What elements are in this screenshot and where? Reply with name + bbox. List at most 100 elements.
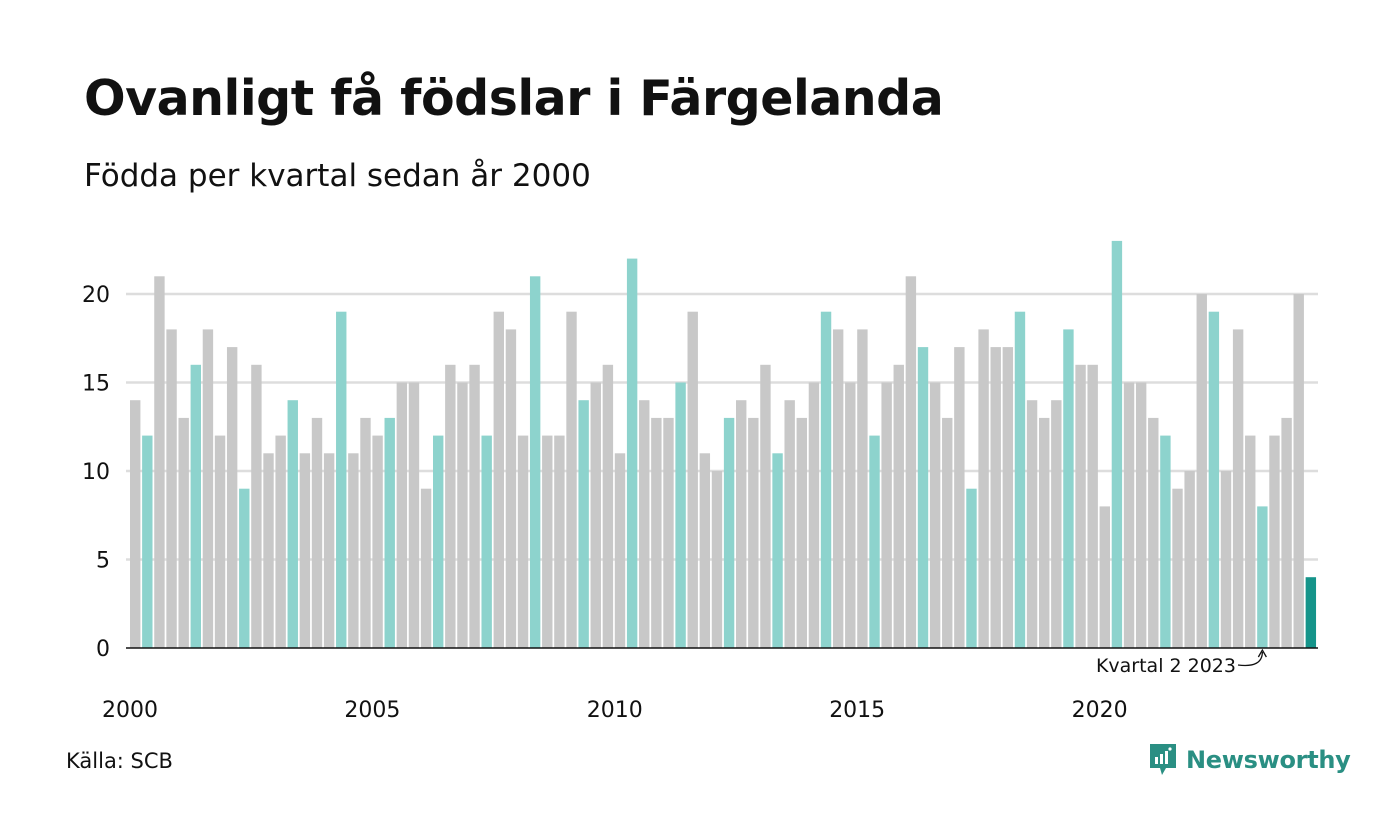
bar [784,400,795,648]
bar [336,311,347,648]
source-label: Källa: SCB [66,749,173,773]
bar [796,417,807,648]
bar [626,258,638,648]
bar [1099,506,1110,648]
bar [1051,400,1062,648]
bar [457,382,468,648]
bar [130,400,141,648]
bar [1160,435,1171,648]
bar [542,435,553,648]
bar [396,382,408,648]
bar [723,417,735,648]
bar [942,417,953,648]
bar [699,453,711,648]
bar [1135,382,1147,648]
bar [1075,364,1086,648]
bar [1281,417,1292,648]
bar [614,453,626,648]
bar [578,400,589,648]
annotation-arrowhead [1257,648,1267,658]
bar [348,453,359,648]
bar [251,364,262,648]
bar [202,329,214,648]
bar [1208,311,1220,648]
bar [1245,435,1256,648]
bar [1220,471,1232,648]
bar [1039,417,1050,648]
bar [820,311,832,648]
newsworthy-logo-text: Newsworthy [1186,746,1351,774]
bar [384,417,395,648]
bar [1123,382,1135,648]
bar [166,329,177,648]
bar [1026,400,1038,648]
chart-title: Ovanligt få födslar i Färgelanda [84,70,944,127]
bar [214,435,226,648]
y-tick-label: 20 [82,283,110,308]
bar [845,382,856,648]
newsworthy-logo-icon [1150,744,1176,775]
bar [736,400,747,648]
bar [990,347,1001,648]
bar [966,488,977,648]
bar [263,453,274,648]
bar [808,382,820,648]
bar [287,400,298,648]
bar [832,329,844,648]
newsworthy-logo: Newsworthy [1148,742,1351,778]
bar [954,347,965,648]
bar [469,364,480,648]
bar [1196,294,1207,648]
bar [433,435,444,648]
bar [408,382,420,648]
bar [493,311,504,648]
bar [1063,329,1074,648]
y-tick-label: 15 [82,372,110,397]
bar [711,471,723,648]
bar [893,364,904,648]
bar [1087,364,1098,648]
bar [481,435,492,648]
bar [675,382,686,648]
bar [142,435,153,648]
y-tick-label: 10 [82,460,110,485]
bar [905,276,917,648]
bar [869,435,880,648]
bar [360,417,371,648]
bar [687,311,698,648]
bar [420,488,432,648]
bar [1014,311,1026,648]
x-tick-label: 2005 [344,698,400,723]
chart-subtitle: Födda per kvartal sedan år 2000 [84,158,591,194]
bar [1293,294,1304,648]
bar [602,364,614,648]
bar [505,329,517,648]
bar [772,453,783,648]
bar [154,276,165,648]
bar [239,488,250,648]
bar [1257,506,1268,648]
bar [929,382,941,648]
bar [275,435,286,648]
bar [590,382,601,648]
x-tick-label: 2000 [102,698,158,723]
annotation-label: Kvartal 2 2023 [1096,655,1236,677]
x-tick-label: 2015 [829,698,885,723]
bar [1172,488,1183,648]
bar [857,329,868,648]
bar [372,435,383,648]
bar [651,417,662,648]
bar [1002,347,1014,648]
bar [226,347,238,648]
bar [1111,240,1123,648]
bar [323,453,335,648]
y-tick-label: 5 [96,549,110,574]
bar [663,417,674,648]
bar [299,453,311,648]
bar [1184,471,1195,648]
y-tick-label: 0 [96,637,110,662]
bar [917,347,929,648]
bar [517,435,529,648]
bar [978,329,989,648]
bar [1148,417,1159,648]
